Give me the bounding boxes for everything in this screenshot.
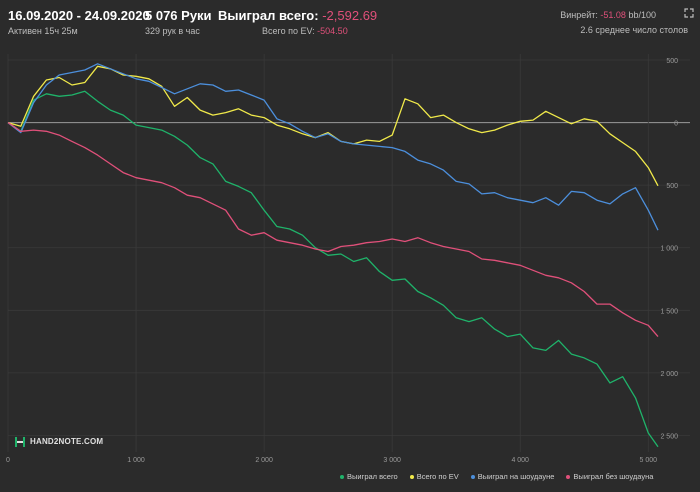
- legend-label: Выиграл всего: [347, 472, 398, 481]
- y-tick-label: 2 500: [660, 433, 678, 440]
- y-axis-ticks: 500 0 500 1 000 1 500 2 000 2 500: [660, 58, 678, 440]
- grid-layer: [7, 54, 690, 452]
- legend-item-won-total[interactable]: Выиграл всего: [340, 472, 398, 481]
- legend-label: Выиграл на шоудауне: [477, 472, 555, 481]
- hands-rate: 329 рук в час: [145, 26, 200, 36]
- winrate-value: -51.08: [600, 10, 626, 20]
- active-time: Активен 15ч 25м: [8, 26, 78, 36]
- legend-item-showdown[interactable]: Выиграл на шоудауне: [470, 472, 555, 481]
- graph-chart: 500 0 500 1 000 1 500 2 000 2 500 0 1 000 2 000 3…: [6, 54, 690, 464]
- legend-item-ev[interactable]: Всего по EV: [409, 472, 459, 481]
- series-line-non-showdown: [7, 122, 659, 338]
- legend-dot-icon: [409, 474, 414, 479]
- winrate-label: Винрейт:: [560, 10, 598, 20]
- y-tick-label: 500: [666, 183, 678, 190]
- winrate: Винрейт: -51.08 bb/100: [560, 10, 656, 20]
- y-tick-label: 0: [674, 121, 678, 128]
- chart-legend: Выиграл всего Всего по EV Выиграл на шоуда…: [340, 472, 653, 481]
- series-layer: [7, 63, 659, 448]
- x-tick-label: 1 000: [127, 457, 145, 464]
- hand2note-logo: HAND2NOTE.COM: [14, 434, 103, 448]
- series-line-won-total: [7, 90, 659, 448]
- legend-label: Выиграл без шоудауна: [573, 472, 654, 481]
- date-range: 16.09.2020 - 24.09.2020: [8, 8, 150, 23]
- avg-tables: 2.6 среднее число столов: [580, 25, 688, 35]
- winrate-suffix: bb/100: [628, 10, 656, 20]
- logo-h-icon: [14, 435, 26, 447]
- ev-total: Всего по EV: -504.50: [262, 26, 348, 36]
- summary-header: 16.09.2020 - 24.09.2020 Активен 15ч 25м …: [0, 0, 700, 44]
- logo-text: HAND2NOTE.COM: [30, 436, 104, 446]
- series-line-ev: [7, 65, 659, 187]
- series-line-showdown: [7, 63, 659, 231]
- x-tick-label: 4 000: [511, 457, 529, 464]
- won-total-value: -2,592.69: [322, 8, 378, 23]
- won-total: Выиграл всего: -2,592.69: [218, 8, 377, 23]
- x-tick-label: 3 000: [383, 457, 401, 464]
- x-tick-label: 0: [6, 457, 10, 464]
- ev-total-label: Всего по EV:: [262, 26, 315, 36]
- legend-item-non-showdown[interactable]: Выиграл без шоудауна: [566, 472, 653, 481]
- hands-count: 5 076 Руки: [145, 8, 212, 23]
- y-tick-label: 1 500: [660, 308, 678, 315]
- x-tick-label: 2 000: [255, 457, 273, 464]
- legend-dot-icon: [340, 474, 344, 479]
- maximize-icon[interactable]: [684, 8, 694, 18]
- y-tick-label: 1 000: [660, 246, 678, 253]
- legend-dot-icon: [566, 474, 571, 479]
- legend-dot-icon: [470, 474, 475, 479]
- ev-total-value: -504.50: [317, 26, 348, 36]
- x-axis-ticks: 0 1 000 2 000 3 000 4 000 5 000: [6, 457, 657, 464]
- x-tick-label: 5 000: [640, 457, 658, 464]
- y-tick-label: 2 000: [660, 371, 678, 378]
- legend-label: Всего по EV: [416, 472, 459, 481]
- y-tick-label: 500: [666, 58, 678, 65]
- won-total-label: Выиграл всего:: [218, 8, 319, 23]
